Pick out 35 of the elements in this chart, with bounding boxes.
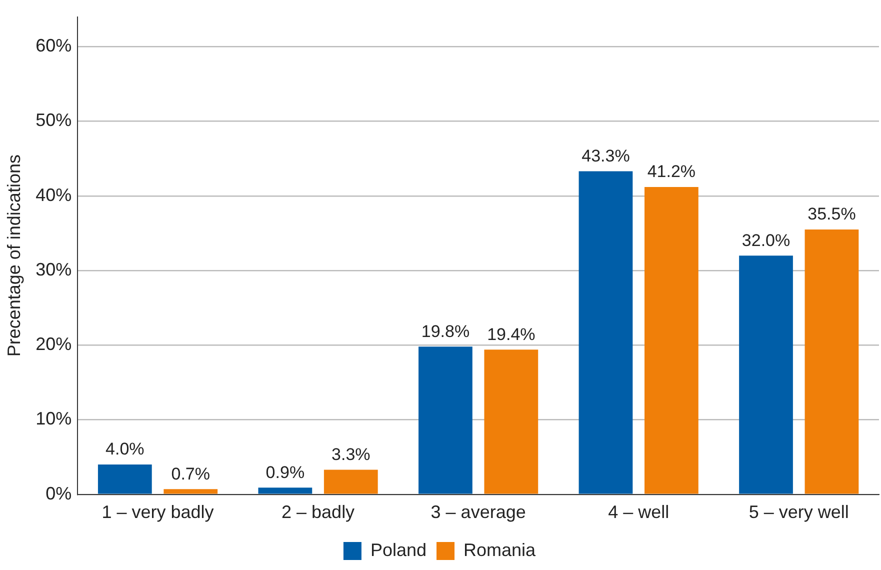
x-tick-label: 4 – well <box>608 502 670 522</box>
bar <box>484 350 538 494</box>
data-label: 4.0% <box>106 440 144 459</box>
bar <box>804 229 859 494</box>
y-tick-label: 50% <box>36 110 72 130</box>
y-tick-label: 60% <box>36 36 72 56</box>
bar <box>644 186 698 494</box>
data-label: 32.0% <box>742 230 790 250</box>
bar <box>739 256 793 494</box>
bar <box>418 346 472 494</box>
bar <box>258 488 312 494</box>
x-tick-label: 3 – average <box>430 502 526 522</box>
x-tick-label: 2 – badly <box>282 502 355 522</box>
x-tick-label: 1 – very badly <box>102 502 214 522</box>
data-label: 19.8% <box>421 322 470 341</box>
data-label: 0.9% <box>266 462 305 482</box>
data-label: 19.4% <box>487 324 536 344</box>
data-label: 41.2% <box>647 162 696 182</box>
bar <box>578 171 633 494</box>
y-tick-label: 30% <box>36 259 72 280</box>
legend-label: Poland <box>370 540 427 560</box>
legend-label: Romania <box>464 540 537 560</box>
bar <box>324 470 378 494</box>
data-label: 3.3% <box>332 444 370 464</box>
y-tick-label: 20% <box>36 334 72 354</box>
data-label: 0.7% <box>171 464 210 484</box>
data-label: 43.3% <box>582 146 630 166</box>
y-axis-title: Precentage of indications <box>4 154 24 357</box>
y-tick-label: 40% <box>36 184 72 205</box>
data-label: 35.5% <box>808 204 856 224</box>
x-tick-label: 5 – very well <box>748 502 849 522</box>
y-tick-label: 10% <box>36 408 72 429</box>
bar <box>98 464 152 494</box>
y-tick-label: 0% <box>46 483 72 504</box>
bar <box>164 489 218 494</box>
